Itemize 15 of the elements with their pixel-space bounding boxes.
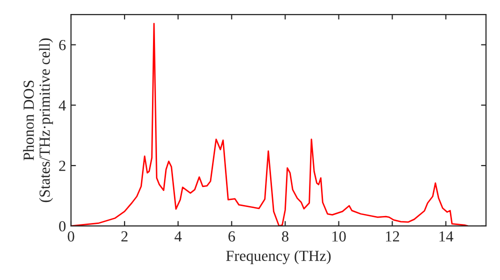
x-tick-label: 4 [174,231,182,242]
x-tick-label: 2 [121,231,128,242]
x-axis-title: Frequency (THz) [226,250,331,264]
x-tick-label: 8 [282,231,288,242]
x-tick-label: 12 [386,231,400,242]
y-tick-label: 0 [59,221,66,232]
x-tick-label: 6 [228,231,236,242]
y-axis-title: Phonon DOS (States/THz·primitive cell) [23,38,53,202]
y-tick-label: 2 [59,160,66,171]
line-series [71,22,468,226]
y-tick-label: 6 [59,40,66,50]
y-tick-label: 4 [58,100,66,110]
x-tick-label: 14 [440,231,454,242]
x-tick-label: 10 [332,231,346,242]
x-tick-label: 0 [68,231,74,242]
